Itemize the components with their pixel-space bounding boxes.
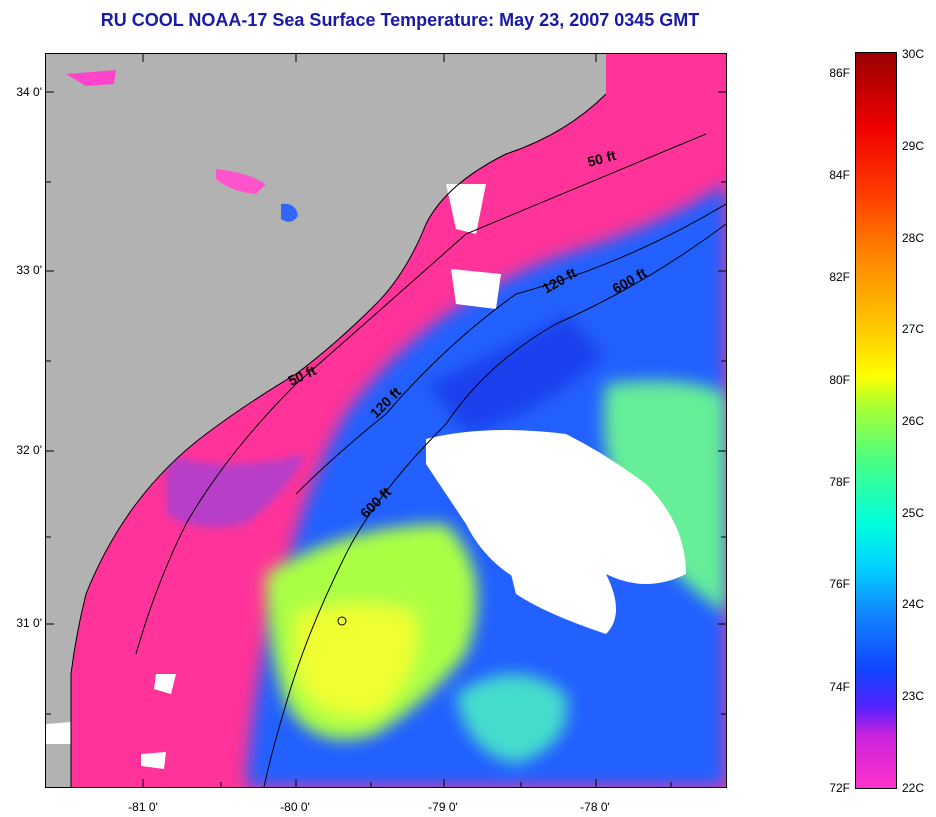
map-title: RU COOL NOAA-17 Sea Surface Temperature:…: [100, 10, 700, 30]
contour-50ft: [135, 133, 707, 655]
temperature-colorbar: [855, 52, 897, 789]
longitude-label: -79 0': [428, 800, 458, 814]
colorbar-celsius-label: 24C: [902, 597, 925, 611]
colorbar-fahrenheit-label: 72F: [829, 781, 850, 795]
contour-600ft: [263, 223, 726, 787]
tick-marks: [46, 54, 726, 787]
contour-label: 50 ft: [586, 147, 618, 170]
colorbar-fahrenheit-label: 74F: [829, 680, 850, 694]
colorbar-fahrenheit-label: 84F: [829, 168, 850, 182]
longitude-label: -80 0': [280, 800, 310, 814]
colorbar-celsius-label: 25C: [902, 506, 925, 520]
colorbar-fahrenheit-label: 78F: [829, 475, 850, 489]
sst-map: 50 ft 50 ft 120 ft 120 ft 600 ft 600 ft: [45, 53, 727, 788]
cloud-mask: [46, 184, 686, 769]
colorbar-celsius-label: 26C: [902, 414, 925, 428]
latitude-label: 34 0': [16, 85, 42, 99]
colorbar-fahrenheit-label: 86F: [829, 66, 850, 80]
colorbar-fahrenheit-label: 76F: [829, 577, 850, 591]
latitude-label: 32 0': [16, 443, 42, 457]
buoy-marker: [337, 616, 347, 626]
colorbar-celsius-label: 23C: [902, 689, 925, 703]
colorbar-celsius-label: 29C: [902, 139, 925, 153]
colorbar-celsius-label: 30C: [902, 47, 925, 61]
coastline-outline: [70, 93, 607, 787]
longitude-label: -81 0': [128, 800, 158, 814]
latitude-label: 31 0': [16, 616, 42, 630]
coastline-land: [46, 54, 606, 787]
contour-120ft: [295, 203, 726, 495]
colorbar-celsius-label: 27C: [902, 322, 925, 336]
latitude-label: 33 0': [16, 263, 42, 277]
colorbar-fahrenheit-label: 82F: [829, 270, 850, 284]
nearshore-band: [166, 454, 306, 528]
colorbar-celsius-label: 28C: [902, 231, 925, 245]
sst-map-canvas: 50 ft 50 ft 120 ft 120 ft 600 ft 600 ft: [46, 54, 726, 787]
longitude-label: -78 0': [580, 800, 610, 814]
warm-water-region: [266, 380, 726, 764]
inland-water: [66, 70, 298, 222]
colorbar-celsius-label: 22C: [902, 781, 925, 795]
colorbar-fahrenheit-label: 80F: [829, 373, 850, 387]
